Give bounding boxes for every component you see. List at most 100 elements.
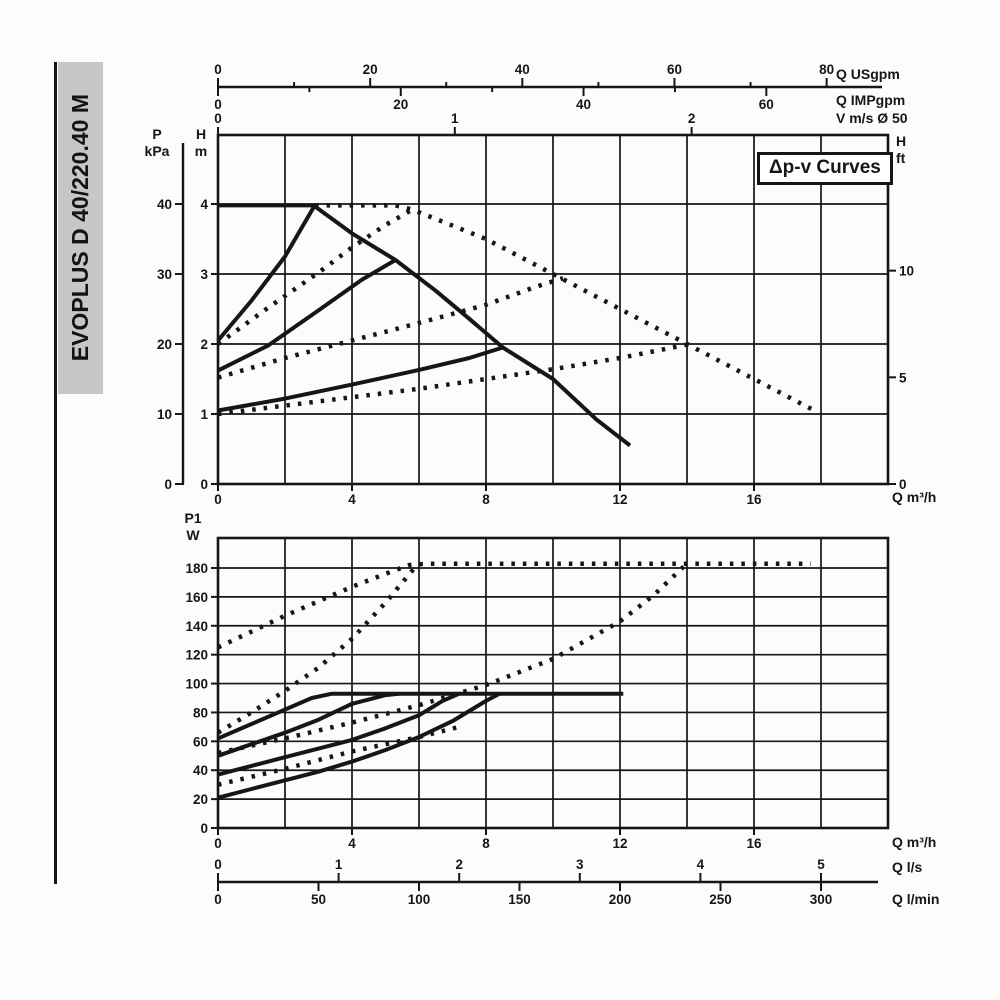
lpm-tick-label: 100 bbox=[408, 892, 431, 907]
y-tick-label: 20 bbox=[193, 792, 208, 807]
velocity-tick-label: 1 bbox=[451, 111, 459, 126]
lpm-tick-label: 300 bbox=[810, 892, 833, 907]
y-tick-label: 140 bbox=[185, 619, 208, 634]
impgpm-tick-label: 40 bbox=[576, 97, 591, 112]
power-axis-symbol: P1 bbox=[184, 510, 202, 526]
kpa-tick-label: 40 bbox=[157, 197, 172, 212]
dpv-curves-annotation-text: Δp-v Curves bbox=[769, 157, 881, 178]
dpv-curves-annotation: Δp-v Curves bbox=[757, 152, 893, 185]
kpa-tick-label: 20 bbox=[157, 337, 172, 352]
head-ft-axis-symbol: H bbox=[896, 133, 907, 149]
top-flow-scales: 0 20 40 60 80 0 20 40 60 0 1 2 bbox=[214, 62, 882, 135]
y-tick-label: 100 bbox=[185, 677, 208, 692]
lpm-tick-label: 200 bbox=[609, 892, 632, 907]
pressure-kpa-axis: 0 10 20 30 40 bbox=[157, 143, 185, 492]
usgpm-axis-label: Q USgpm bbox=[836, 66, 900, 82]
curve-single-pump-max-power bbox=[217, 691, 624, 741]
x-tick-label: 16 bbox=[746, 492, 762, 507]
head-ft-axis: 0 5 10 bbox=[888, 264, 914, 492]
head-chart-flow-unit: Q m³/h bbox=[892, 489, 937, 505]
x-tick-label: 4 bbox=[348, 492, 356, 507]
lpm-tick-label: 0 bbox=[214, 892, 222, 907]
x-tick-label: 12 bbox=[612, 836, 627, 851]
y-tick-label: 80 bbox=[193, 705, 208, 720]
y-tick-label: 1 bbox=[200, 407, 208, 422]
x-tick-label: 0 bbox=[214, 492, 222, 507]
curve-single-pump-dpv-high bbox=[216, 206, 316, 342]
lps-tick-label: 3 bbox=[576, 857, 584, 872]
velocity-tick-label: 0 bbox=[214, 111, 222, 126]
x-tick-label: 8 bbox=[482, 492, 490, 507]
x-axis-ticks: 0 4 8 12 16 bbox=[214, 484, 762, 507]
litres-per-second-label: Q l/s bbox=[892, 859, 923, 875]
x-tick-label: 12 bbox=[612, 492, 627, 507]
curve-single-pump-max-speed bbox=[218, 203, 632, 448]
y-tick-label: 60 bbox=[193, 734, 208, 749]
lps-tick-label: 0 bbox=[214, 857, 222, 872]
curve-twin-pump-dpv-mid-power bbox=[217, 564, 686, 756]
head-ft-axis-unit: ft bbox=[896, 150, 906, 166]
lps-tick-label: 4 bbox=[697, 857, 705, 872]
y-tick-label: 0 bbox=[200, 821, 208, 836]
x-tick-label: 4 bbox=[348, 836, 356, 851]
y-tick-label: 3 bbox=[200, 267, 208, 282]
power-axis-unit: W bbox=[186, 527, 200, 543]
lps-tick-label: 5 bbox=[817, 857, 825, 872]
curve-single-pump-dpv-mid-power bbox=[217, 691, 460, 777]
curve-single-pump-dpv-mid bbox=[217, 258, 397, 373]
ft-tick-label: 5 bbox=[899, 370, 907, 385]
x-tick-label: 8 bbox=[482, 836, 490, 851]
kpa-tick-label: 30 bbox=[157, 267, 172, 282]
y-tick-label: 2 bbox=[200, 337, 208, 352]
left-rule bbox=[54, 62, 57, 884]
y-tick-label: 40 bbox=[193, 763, 208, 778]
pressure-axis-symbol: P bbox=[152, 126, 162, 142]
curve-single-pump-dpv-min-power bbox=[217, 691, 501, 800]
y-axis-ticks: 0 20 40 60 80 100 120 140 160 180 bbox=[185, 561, 218, 836]
x-tick-label: 0 bbox=[214, 836, 222, 851]
y-tick-label: 0 bbox=[200, 477, 208, 492]
kpa-tick-label: 10 bbox=[157, 407, 172, 422]
velocity-axis-label: V m/s Ø 50 bbox=[836, 110, 908, 126]
lpm-tick-label: 50 bbox=[311, 892, 326, 907]
impgpm-axis-label: Q IMPgpm bbox=[836, 92, 906, 108]
ft-tick-label: 10 bbox=[899, 264, 914, 279]
y-axis-ticks: 0 1 2 3 4 bbox=[200, 197, 218, 492]
curve-single-pump-dpv-min bbox=[217, 345, 504, 413]
usgpm-tick-label: 80 bbox=[819, 62, 834, 77]
y-tick-label: 120 bbox=[185, 648, 208, 663]
curve-twin-pump-max-power bbox=[217, 561, 811, 650]
curve-twin-pump-dpv-mid bbox=[217, 276, 564, 380]
bottom-flow-scales: 0 1 2 3 4 50 50 100 150 200 250 300 bbox=[214, 857, 878, 907]
lps-tick-label: 2 bbox=[455, 857, 463, 872]
lps-tick-label: 1 bbox=[335, 857, 343, 872]
impgpm-tick-label: 20 bbox=[393, 97, 408, 112]
curve-twin-pump-dpv-min-power bbox=[217, 724, 460, 787]
kpa-tick-label: 0 bbox=[164, 477, 172, 492]
model-name: EVOPLUS D 40/220.40 M bbox=[67, 94, 93, 362]
pressure-axis-unit: kPa bbox=[144, 143, 170, 159]
impgpm-tick-label: 0 bbox=[214, 97, 222, 112]
litres-per-minute-label: Q l/min bbox=[892, 891, 940, 907]
impgpm-tick-label: 60 bbox=[759, 97, 774, 112]
usgpm-tick-label: 40 bbox=[515, 62, 530, 77]
x-tick-label: 16 bbox=[746, 836, 762, 851]
lpm-tick-label: 250 bbox=[709, 892, 732, 907]
power-axis-header: P1 W bbox=[178, 510, 208, 544]
y-tick-label: 180 bbox=[185, 561, 208, 576]
model-name-band: EVOPLUS D 40/220.40 M bbox=[58, 62, 103, 394]
usgpm-tick-label: 60 bbox=[667, 62, 682, 77]
gridlines bbox=[217, 538, 889, 828]
ft-tick-label: 0 bbox=[899, 477, 907, 492]
y-tick-label: 160 bbox=[185, 590, 208, 605]
velocity-tick-label: 2 bbox=[688, 111, 696, 126]
usgpm-tick-label: 20 bbox=[363, 62, 378, 77]
curve-twin-pump-max-speed bbox=[315, 203, 816, 413]
